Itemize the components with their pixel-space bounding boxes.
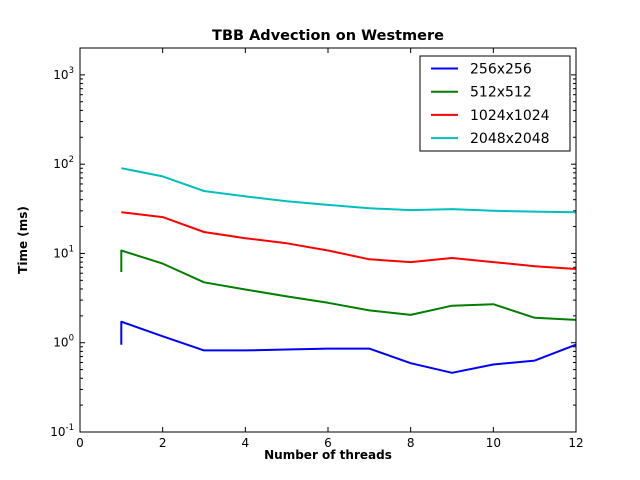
y-tick-label: 10-1: [50, 423, 74, 439]
x-tick-label: 10: [486, 436, 501, 450]
plot-area: [79, 47, 577, 433]
series-line-512x512: [120, 249, 577, 321]
x-axis-label: Number of threads: [264, 448, 392, 462]
y-tick-label: 103: [53, 66, 74, 82]
y-axis-label: Time (ms): [16, 206, 30, 274]
y-tick-label: 102: [53, 155, 74, 171]
x-tick-label: 4: [242, 436, 250, 450]
legend-label-2048x2048: 2048x2048: [470, 131, 550, 147]
chart-title: TBB Advection on Westmere: [212, 28, 444, 44]
y-tick-label: 100: [53, 334, 74, 350]
x-tick-label: 8: [407, 436, 415, 450]
legend: 256x256 512x512 1024x1024 2048x2048: [419, 55, 571, 152]
legend-label-1024x1024: 1024x1024: [470, 108, 550, 124]
x-tick-label: 12: [568, 436, 583, 450]
y-tick-label: 101: [53, 244, 74, 260]
series-line-256x256: [120, 320, 577, 374]
x-tick-label: 2: [159, 436, 167, 450]
y-axis: 10-1 100 101 102 103: [50, 66, 576, 439]
series-line-1024x1024: [121, 211, 577, 270]
legend-label-256x256: 256x256: [470, 62, 532, 78]
legend-box: [419, 55, 571, 152]
legend-label-512x512: 512x512: [470, 85, 532, 101]
x-axis: 0 2 4 6 8 10 12: [76, 48, 584, 450]
series-line-2048x2048: [121, 167, 577, 214]
x-tick-label: 0: [76, 436, 84, 450]
x-tick-label: 6: [324, 436, 332, 450]
series-lines: [120, 167, 577, 374]
